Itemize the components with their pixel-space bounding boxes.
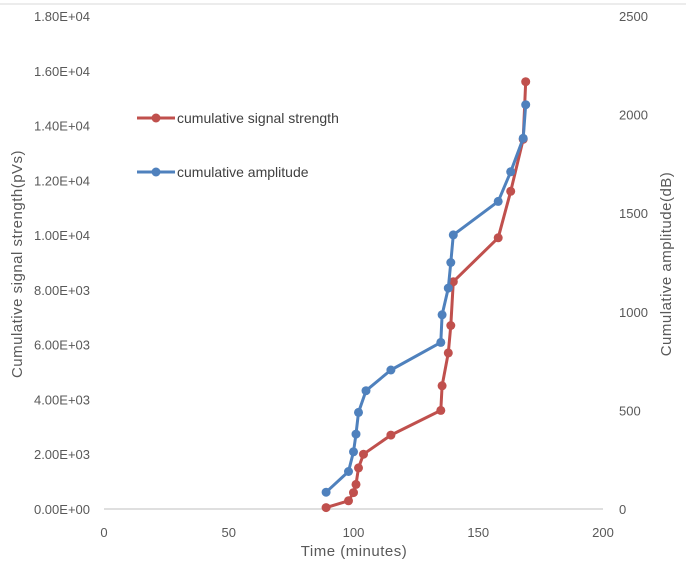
data-point [321,503,331,513]
data-point [361,386,371,396]
data-point [443,283,453,293]
axes-layer: 0 50 100 150 200 0.00E+00 2.00E+03 4.00E+03 6.00… [0,3,686,540]
data-point [344,467,353,476]
x-tick-label: 0 [100,525,107,540]
y-left-axis-title: Cumulative signal strength(pVs) [9,150,26,378]
x-tick-label: 200 [592,525,614,540]
data-point [354,407,363,417]
x-tick-label: 50 [222,525,236,540]
y-right-axis-title: Cumulative amplitude(dB) [658,172,675,357]
y-left-tick-label: 1.60E+04 [34,64,90,79]
data-point [521,100,531,110]
data-point [349,447,358,457]
legend-item: cumulative signal strength [137,110,339,126]
y-right-tick-label: 1000 [619,305,648,320]
y-right-tick-label: 2500 [619,9,648,24]
series-line [325,104,528,494]
legend-item: cumulative amplitude [137,164,309,180]
data-point [351,479,361,489]
y-right-tick-label: 1500 [619,206,648,221]
y-left-tick-label: 2.00E+03 [34,447,90,462]
data-point [437,310,447,320]
data-point [344,496,353,506]
y-right-tick-label: 2000 [619,108,648,123]
y-left-tick-label: 1.00E+04 [34,228,90,243]
data-point [386,365,396,375]
series-amplitude [321,100,531,497]
legend-swatch-marker [151,167,161,177]
x-tick-label: 150 [467,525,489,540]
x-tick-label: 100 [343,525,365,540]
data-point [493,196,503,206]
data-point [437,381,447,391]
data-point [448,277,458,287]
data-point [521,77,531,87]
legend: cumulative signal strength cumulative amp… [137,110,339,180]
data-point [386,430,396,440]
data-point [446,321,456,330]
data-point [518,133,528,143]
data-point [349,488,358,498]
legend-label: cumulative signal strength [177,110,339,126]
y-left-tick-label: 4.00E+03 [34,392,90,407]
x-axis-title: Time (minutes) [301,543,407,560]
y-right-tick-label: 500 [619,403,641,418]
data-point [506,167,516,177]
y-left-tick-label: 1.40E+04 [34,119,90,134]
y-left-tick-label: 1.80E+04 [34,9,90,24]
data-point [506,186,516,196]
data-point [443,348,453,358]
data-point [436,337,446,347]
y-right-tick-label: 0 [619,502,626,517]
data-point [448,230,458,240]
data-point [446,258,456,267]
data-point [351,429,361,439]
data-point [354,463,363,473]
legend-swatch-marker [151,113,161,123]
data-point [436,405,446,415]
data-point [493,233,503,243]
y-left-tick-label: 8.00E+03 [34,283,90,298]
legend-label: cumulative amplitude [177,164,309,180]
data-point [321,487,331,497]
y-left-tick-label: 6.00E+03 [34,338,90,353]
data-point [359,449,368,459]
y-left-tick-label: 1.20E+04 [34,173,90,188]
y-left-tick-label: 0.00E+00 [34,502,90,517]
series-layer [321,77,531,513]
